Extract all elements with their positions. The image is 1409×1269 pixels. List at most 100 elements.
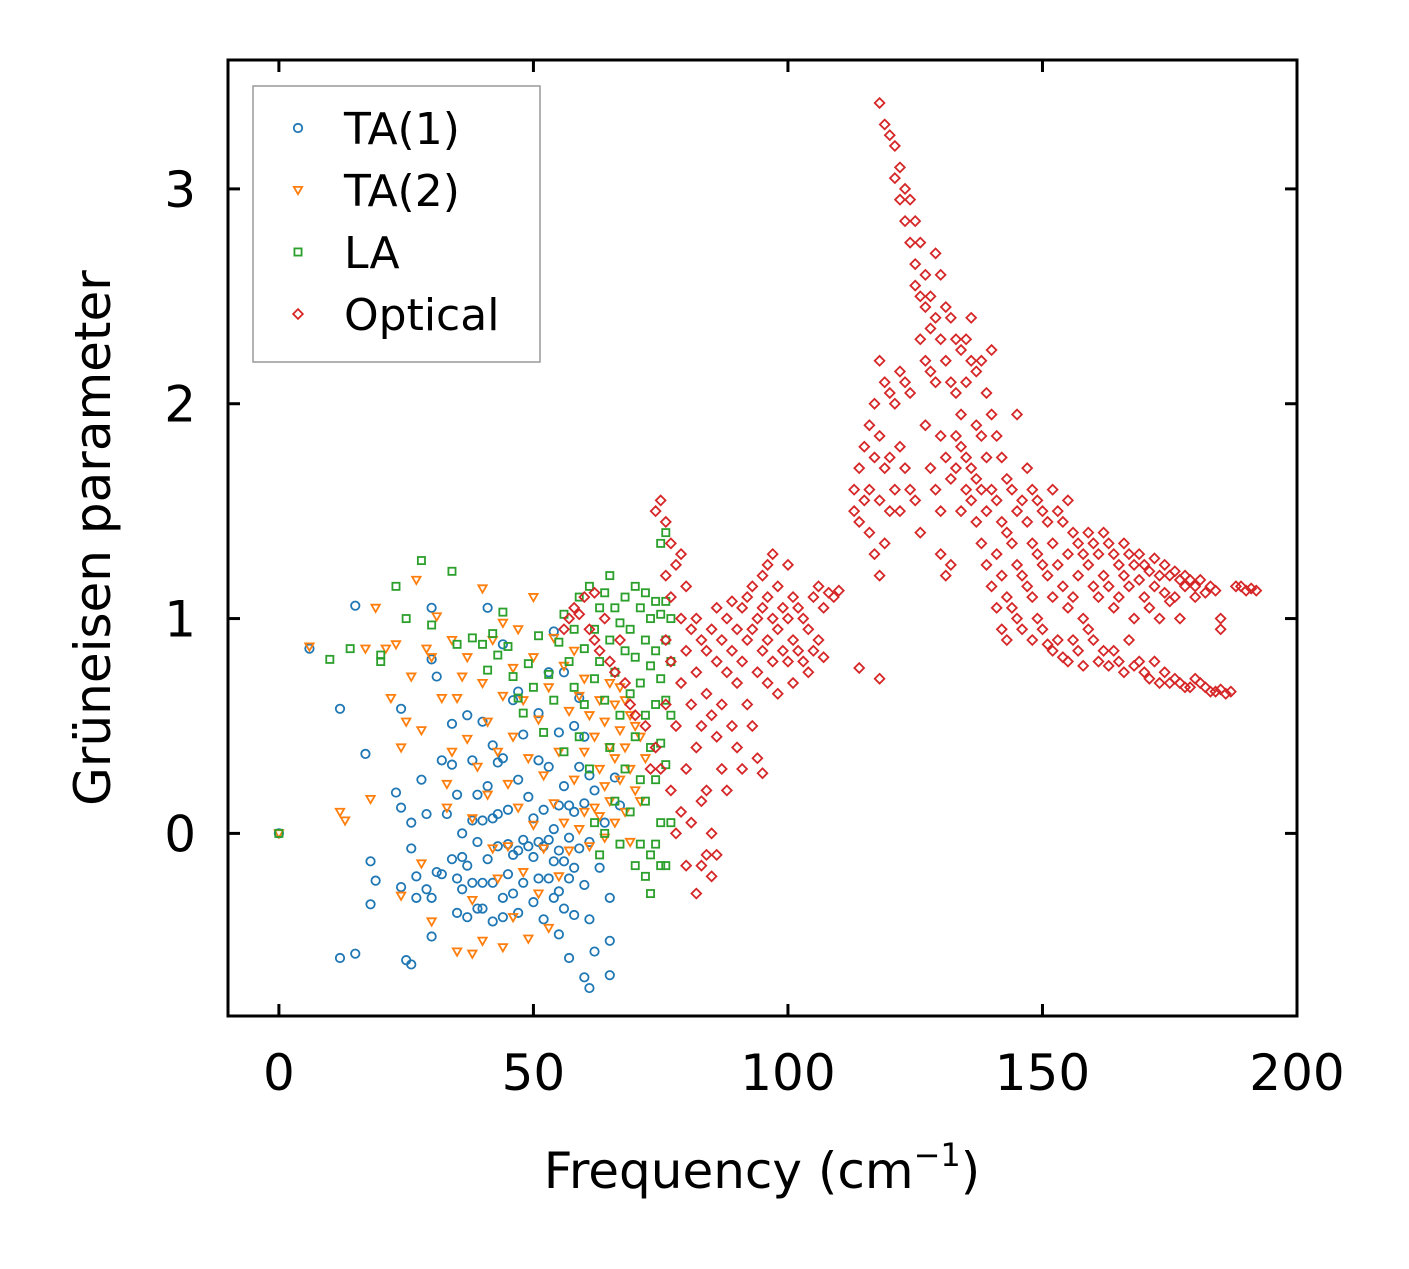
data-point [646, 742, 655, 752]
data-point [893, 193, 907, 206]
data-point [893, 365, 907, 378]
data-point [680, 644, 693, 657]
series-optical [557, 96, 1263, 900]
data-point [624, 711, 636, 722]
data-point [507, 695, 519, 706]
data-point [598, 782, 611, 793]
data-point [1021, 462, 1034, 475]
data-point [771, 623, 784, 636]
data-point [1143, 601, 1156, 614]
legend-marker [293, 247, 303, 257]
data-point [533, 707, 544, 719]
data-point [848, 505, 861, 518]
data-point [761, 633, 774, 647]
data-point [593, 644, 606, 657]
data-point [589, 946, 600, 957]
data-point [334, 703, 346, 714]
data-point [873, 494, 886, 507]
data-point [980, 386, 993, 400]
data-point [848, 483, 861, 496]
data-point [1041, 515, 1054, 528]
legend-entry: TA(2) [292, 166, 460, 217]
ticks-layer: 0 50 100 150 200 0 1 2 3 [164, 60, 1345, 1102]
legend-label: TA(1) [343, 104, 460, 155]
data-point [608, 666, 621, 679]
data-point [558, 856, 570, 867]
data-point [486, 844, 499, 855]
data-point [395, 743, 407, 754]
data-point [919, 268, 932, 281]
data-point [598, 612, 611, 625]
data-point [1117, 569, 1131, 582]
data-point [574, 732, 584, 742]
data-point [513, 774, 524, 785]
data-point [425, 917, 438, 928]
data-point [680, 762, 693, 776]
data-point [715, 698, 728, 711]
data-point [304, 643, 315, 654]
data-point [390, 640, 402, 651]
data-point [522, 754, 535, 765]
legend-label: LA [344, 228, 400, 279]
data-point [599, 817, 610, 828]
data-point [395, 891, 407, 902]
data-point [944, 376, 957, 389]
data-point [651, 775, 661, 785]
data-point [685, 816, 698, 829]
data-point [502, 842, 514, 853]
x-axis-title-close: ) [961, 1142, 981, 1200]
data-point [680, 859, 693, 872]
data-point [939, 354, 952, 367]
data-point [651, 646, 661, 656]
data-point [868, 548, 881, 561]
data-point [700, 644, 713, 657]
data-point [497, 639, 508, 650]
data-point [1046, 483, 1059, 496]
data-point [523, 791, 534, 802]
data-point [776, 644, 789, 657]
data-point [553, 929, 564, 940]
data-point [629, 721, 641, 732]
data-point [481, 717, 494, 728]
data-point [1209, 584, 1222, 597]
data-point [543, 873, 554, 884]
data-point [656, 861, 666, 871]
data-point [1229, 580, 1243, 593]
data-point [493, 650, 503, 660]
data-point [1143, 565, 1156, 578]
data-point [802, 623, 815, 636]
data-point [1072, 644, 1085, 657]
data-point [588, 633, 601, 647]
x-axis-title: Frequency (cm−1) [544, 1136, 981, 1200]
data-point [593, 812, 606, 823]
data-point [421, 884, 432, 895]
data-point [488, 629, 498, 639]
data-point [919, 419, 932, 432]
data-point [345, 644, 355, 654]
data-point [604, 678, 616, 690]
data-point [584, 982, 595, 994]
data-point [630, 732, 640, 742]
data-point [487, 916, 498, 927]
data-point [970, 515, 983, 528]
data-point [426, 602, 437, 613]
data-point [395, 703, 407, 714]
data-point [640, 796, 650, 806]
data-point [461, 653, 474, 664]
legend-label: Optical [344, 290, 499, 341]
data-point [426, 931, 437, 942]
data-point [761, 676, 774, 690]
data-point [477, 815, 488, 826]
y-axis-title: Grüneisen parameter [64, 270, 122, 806]
data-point [467, 633, 477, 643]
data-point [376, 650, 386, 660]
data-point [1016, 623, 1029, 636]
data-point [939, 300, 952, 314]
data-point [730, 741, 744, 754]
data-point [710, 848, 723, 861]
data-point [1000, 526, 1013, 539]
data-point [569, 806, 580, 818]
data-point [583, 623, 596, 636]
data-point [1087, 633, 1100, 647]
data-point [410, 575, 423, 586]
